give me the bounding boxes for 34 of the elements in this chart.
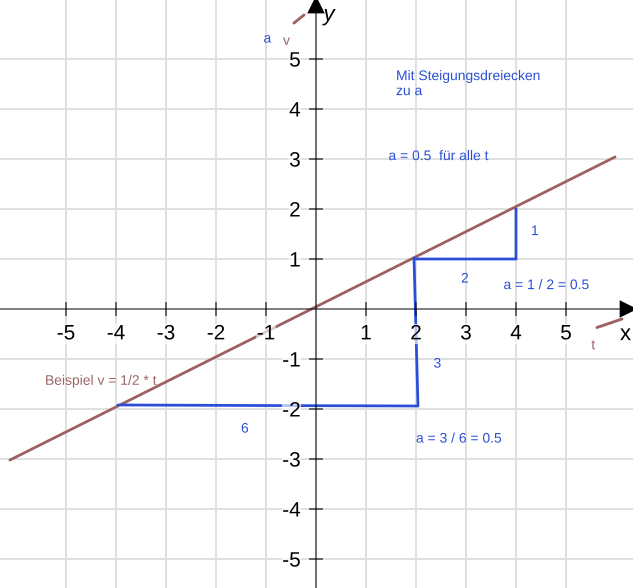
annotation: 6	[242, 422, 248, 433]
x-tick-label: 3	[461, 324, 471, 340]
x-tick-label: 1	[362, 325, 371, 340]
y-tick-label: -1	[283, 352, 300, 367]
x-tick-label: -3	[158, 324, 174, 340]
x-axis-title: x	[620, 328, 631, 340]
y-tick-label: -2	[283, 402, 300, 417]
series-label: v	[283, 38, 290, 45]
x-tick-label: -1	[258, 325, 274, 340]
y-axis-title: y	[322, 9, 336, 26]
x-tick-label: -2	[208, 324, 224, 340]
annotation: 1	[532, 226, 538, 236]
y-tick-label: 1	[290, 252, 300, 267]
series-label: t	[592, 340, 596, 350]
annotation: a = 3 / 6 = 0.5	[416, 432, 502, 443]
y-tick-label: 5	[290, 52, 300, 67]
x-tick-label: -5	[58, 325, 74, 340]
series-label: Beispiel v = 1/2 * t	[46, 374, 156, 388]
x-tick-label: 2	[411, 324, 421, 340]
annotation: a = 1 / 2 = 0.5	[504, 279, 589, 290]
annotation: a	[264, 35, 272, 43]
y-tick-label: 4	[290, 102, 300, 117]
annotation: 2	[462, 272, 468, 283]
annotation: Mit Steigungsdreiecken zu a	[396, 70, 540, 96]
y-tick-label: -4	[283, 502, 300, 517]
y-tick-label: -5	[283, 552, 300, 567]
y-tick-label: 3	[290, 152, 300, 167]
y-tick-label: -3	[283, 452, 300, 467]
y-tick-label: 2	[290, 202, 300, 217]
annotation: 3	[434, 358, 441, 368]
x-tick-label: -4	[108, 325, 125, 340]
x-tick-label: 5	[561, 325, 571, 340]
x-tick-label: 4	[510, 325, 522, 340]
annotation: a = 0.5 für alle t	[389, 150, 488, 160]
